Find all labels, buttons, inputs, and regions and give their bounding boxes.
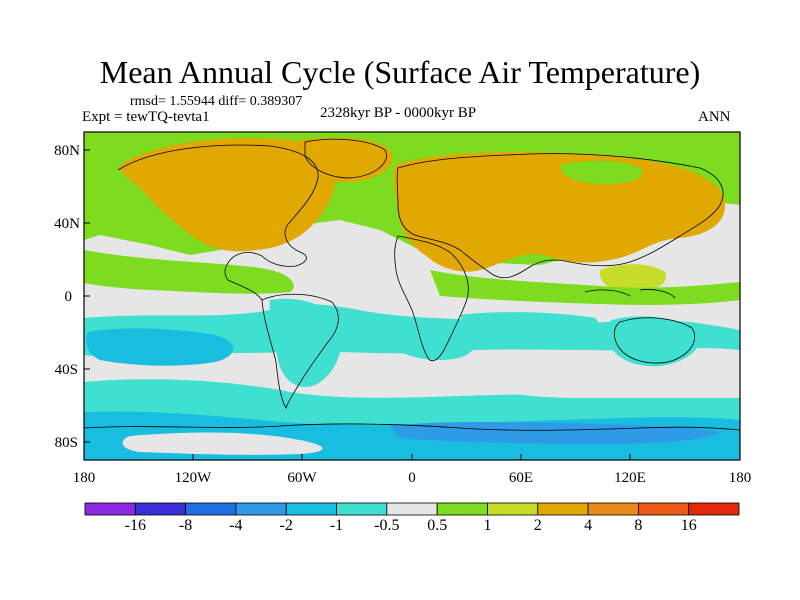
stats-label: rmsd= 1.55944 diff= 0.389307 bbox=[130, 94, 303, 109]
lat-ticks bbox=[84, 149, 90, 443]
coast-africa bbox=[394, 235, 469, 362]
south-pacific-blue-patch bbox=[86, 328, 234, 366]
map-title: Mean Annual Cycle (Surface Air Temperatu… bbox=[99, 54, 701, 90]
period-label: 2328kyr BP - 0000kyr BP bbox=[320, 105, 477, 121]
colorbar-label: -2 bbox=[279, 517, 293, 534]
lon-label-120e: 120E bbox=[614, 470, 646, 486]
lon-label-180w: 180 bbox=[73, 470, 96, 486]
colorbar-label: -1 bbox=[329, 517, 344, 534]
coast-antarctica bbox=[84, 423, 740, 431]
pacific-green-strip bbox=[84, 250, 294, 294]
lat-label-0: 0 bbox=[65, 289, 73, 305]
south-atlantic-neutral bbox=[340, 364, 463, 390]
greenland-warm bbox=[300, 137, 393, 183]
coastlines bbox=[84, 138, 740, 431]
colorbar-swatch bbox=[235, 502, 287, 516]
lat-label-40n: 40N bbox=[54, 216, 80, 232]
experiment-label: Expt = tewTQ-tevta1 bbox=[82, 109, 210, 125]
colorbar-label: -4 bbox=[229, 517, 243, 534]
lon-ticks bbox=[83, 454, 741, 460]
coast-australia bbox=[614, 317, 696, 364]
colorbar-label: -0.5 bbox=[374, 517, 400, 534]
colorbar-swatch bbox=[134, 502, 187, 516]
antarctic-neutral-band bbox=[122, 432, 323, 455]
australia-cyan bbox=[607, 316, 701, 367]
colorbar-swatch bbox=[436, 502, 488, 516]
colorbar-swatch bbox=[537, 502, 589, 516]
season-label: ANN bbox=[698, 109, 731, 125]
asia-yellowgreen-patch bbox=[599, 264, 666, 292]
colorbar-swatch bbox=[285, 502, 337, 516]
coast-greenland bbox=[304, 138, 387, 179]
indian-ocean-cyan bbox=[460, 312, 599, 336]
coast-north-america bbox=[117, 144, 319, 301]
south-america-cyan bbox=[269, 298, 342, 388]
colorbar-label: -8 bbox=[178, 517, 193, 534]
lon-label-180e: 180 bbox=[729, 470, 752, 486]
colorbar-swatch bbox=[587, 502, 639, 516]
lon-label-120w: 120W bbox=[175, 470, 213, 486]
lat-label-40s: 40S bbox=[55, 362, 78, 378]
lon-label-60w: 60W bbox=[287, 470, 317, 486]
coast-eurasia bbox=[396, 153, 724, 279]
lon-label-60e: 60E bbox=[509, 470, 533, 486]
colorbar-swatch bbox=[185, 502, 237, 516]
colorbar-swatch bbox=[637, 502, 690, 516]
coast-indonesia bbox=[584, 289, 676, 299]
colorbar-swatch bbox=[487, 502, 539, 516]
colorbar-label: 1 bbox=[483, 517, 492, 534]
antarctic-deep-blue bbox=[390, 422, 720, 444]
colorbar-swatch bbox=[336, 502, 388, 516]
anomaly-field bbox=[84, 132, 740, 460]
coast-south-america bbox=[261, 293, 339, 409]
lon-label-0: 0 bbox=[408, 470, 416, 486]
colorbar-label: 4 bbox=[584, 517, 593, 534]
colorbar-label: 2 bbox=[533, 517, 542, 534]
eurasia-warm bbox=[393, 152, 726, 272]
colorbar-label: 8 bbox=[634, 517, 643, 534]
siberia-green-patch bbox=[560, 160, 643, 185]
south-atlantic-cyan bbox=[390, 328, 474, 360]
lat-label-80n: 80N bbox=[54, 143, 80, 159]
colorbar-swatch bbox=[84, 502, 136, 516]
north-america-warm bbox=[119, 138, 336, 252]
colorbar bbox=[84, 502, 740, 516]
colorbar-label: 16 bbox=[680, 517, 697, 534]
colorbar-label: -16 bbox=[124, 517, 146, 534]
colorbar-swatch bbox=[688, 502, 740, 516]
lat-label-80s: 80S bbox=[55, 435, 78, 451]
tropic-green-band bbox=[430, 270, 740, 305]
colorbar-label: 0.5 bbox=[427, 517, 448, 534]
colorbar-swatch bbox=[386, 502, 438, 516]
south-indian-neutral bbox=[480, 368, 740, 398]
